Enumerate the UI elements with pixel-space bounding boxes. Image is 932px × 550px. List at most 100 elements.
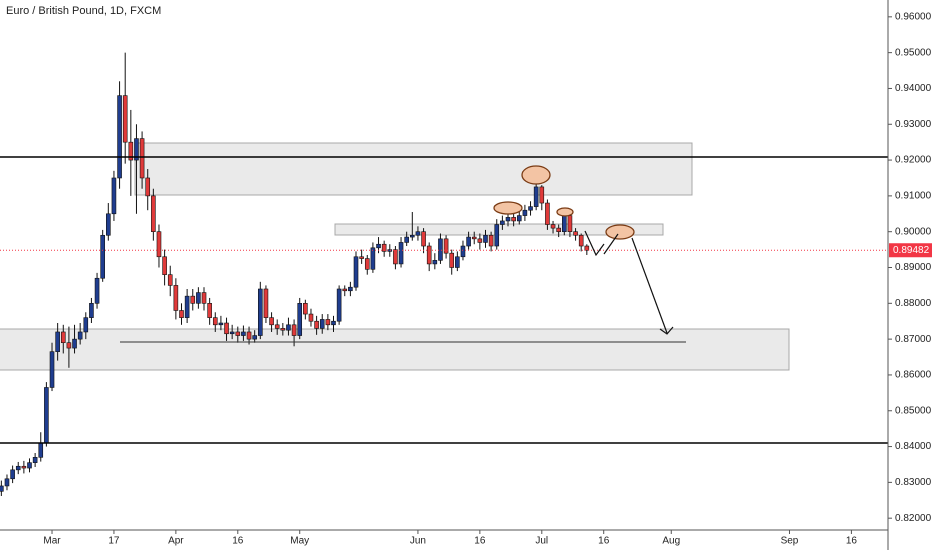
highlight-oval — [493, 201, 523, 215]
candle-body — [286, 324, 291, 331]
y-tick-label: 0.86000 — [895, 370, 932, 381]
candle-body — [162, 256, 167, 275]
candle-body — [398, 242, 404, 265]
candle-body — [229, 331, 235, 335]
candle-body — [500, 220, 505, 225]
drawings — [0, 156, 888, 444]
candle-body — [128, 141, 134, 161]
candle-body — [235, 331, 241, 336]
candle-body — [376, 243, 381, 249]
candle-body — [55, 331, 60, 352]
price-axis-bg — [888, 0, 932, 550]
candle-body — [404, 236, 409, 243]
candle-body — [291, 324, 297, 336]
y-tick-label: 0.96000 — [895, 11, 932, 22]
candle-body — [567, 215, 573, 232]
supply-zone — [134, 142, 693, 196]
candle-body — [77, 331, 83, 340]
candle-body — [122, 95, 128, 143]
candle-body — [370, 247, 376, 270]
path-arrow — [603, 233, 619, 255]
candle-body — [545, 202, 550, 225]
candle-body — [415, 231, 421, 236]
y-tick-label: 0.87000 — [895, 334, 932, 345]
candle-body — [342, 288, 348, 292]
candle-body — [201, 292, 207, 304]
candle-body — [190, 295, 196, 304]
y-tick-label: 0.85000 — [895, 405, 932, 416]
candle-body — [27, 462, 32, 469]
candle-body — [325, 319, 331, 326]
candle-body — [145, 177, 151, 197]
x-tick-label: 16 — [598, 536, 610, 547]
highlight-oval — [605, 224, 635, 240]
candle-body — [0, 485, 4, 492]
time-axis-bg — [0, 530, 932, 550]
x-tick-label: 16 — [474, 536, 486, 547]
candle-body — [21, 465, 27, 469]
arrow-head — [659, 326, 674, 335]
x-tick-label: Jul — [535, 536, 548, 547]
demand-zone — [0, 328, 790, 371]
candle-body — [72, 338, 77, 349]
candle-body — [471, 236, 477, 240]
candle-body — [111, 177, 117, 215]
candle-body — [410, 234, 415, 238]
candle-body — [573, 231, 578, 236]
candle-body — [151, 195, 156, 232]
candle-body — [156, 231, 162, 258]
candle-body — [106, 213, 111, 236]
candle-body — [15, 465, 21, 471]
candle-body — [550, 224, 556, 229]
candle-body — [258, 288, 263, 336]
x-tick-label: Jun — [410, 536, 426, 547]
y-tick-label: 0.92000 — [895, 155, 932, 166]
candle-body — [32, 457, 38, 463]
candle-body — [353, 256, 359, 288]
last-price-box — [889, 243, 932, 258]
candle-body — [488, 234, 494, 247]
candle-body — [10, 469, 15, 480]
axes: 0.82000 0.83000 0.84000 0.85000 0.86000 0.870… — [43, 11, 932, 547]
candle-body — [505, 217, 511, 222]
candle-body — [44, 387, 49, 444]
plot — [0, 52, 888, 496]
candle-body — [218, 322, 224, 326]
candle-body — [460, 245, 466, 258]
candle-body — [49, 351, 55, 388]
x-tick-label: Aug — [662, 536, 680, 547]
candle-body — [336, 288, 342, 322]
candle-body — [331, 320, 336, 326]
candle-body — [364, 258, 370, 270]
candle-body — [511, 217, 516, 222]
x-tick-label: 17 — [108, 536, 120, 547]
candle-body — [483, 234, 488, 243]
candle-body — [207, 303, 212, 318]
x-tick-label: May — [290, 536, 309, 547]
x-tick-label: 16 — [232, 536, 244, 547]
candle-body — [297, 303, 303, 336]
candle-body — [449, 252, 455, 268]
candle-body — [438, 238, 443, 261]
candle-body — [522, 209, 528, 216]
path-arrow — [631, 237, 668, 334]
candle-body — [274, 324, 280, 329]
path-arrow — [584, 230, 605, 257]
candle-body — [528, 206, 533, 211]
y-tick-label: 0.89000 — [895, 262, 932, 273]
x-tick-label: Apr — [168, 536, 184, 547]
candle-body — [556, 227, 561, 232]
candle-body — [533, 186, 539, 207]
candle-body — [83, 317, 89, 333]
candle-body — [173, 285, 179, 311]
candle-body — [252, 335, 257, 340]
candle-body — [94, 277, 100, 304]
candle-body — [4, 478, 10, 487]
candle-body — [455, 256, 460, 268]
highlight-oval — [521, 165, 551, 185]
candle-body — [308, 313, 314, 322]
candle-body — [224, 322, 229, 335]
y-tick-label: 0.82000 — [895, 513, 932, 524]
candle-body — [516, 215, 522, 222]
